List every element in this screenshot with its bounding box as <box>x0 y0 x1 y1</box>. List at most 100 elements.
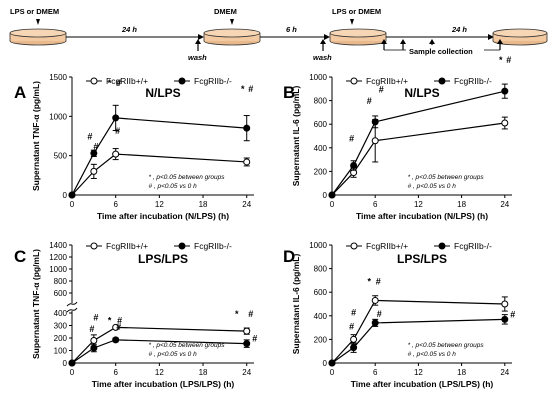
data-point <box>90 149 98 157</box>
legend-marker <box>178 242 186 250</box>
series-line <box>71 153 247 196</box>
series-line <box>331 90 505 196</box>
legend-marker <box>90 77 98 85</box>
significance-mark: # <box>252 334 257 344</box>
wash2-label: wash <box>313 53 332 62</box>
y-tick-label: 1000 <box>49 112 67 121</box>
chart-title: LPS/LPS <box>138 252 188 266</box>
footnote: * , p<0.05 between groups <box>408 342 485 349</box>
y-tick-label: 0 <box>323 359 328 368</box>
x-axis-label: Time after incubation (N/LPS) (h) <box>97 211 229 221</box>
y-tick-label: 800 <box>54 277 68 286</box>
arrow-head-icon <box>198 34 204 40</box>
chart-panel-C: C LPS/LPS 0 100 200 300 400 600 800 1000 1200 1400 0… <box>14 241 257 389</box>
data-point <box>112 114 120 122</box>
data-point <box>501 300 509 308</box>
data-point <box>68 359 76 367</box>
significance-mark: * <box>499 55 503 65</box>
y-tick-label: 0 <box>63 359 68 368</box>
step2-label: DMEM <box>214 7 237 16</box>
duration2-label: 6 h <box>286 25 297 34</box>
culture-dish-icon <box>492 28 548 46</box>
footnote: # , p<0.05 vs 0 h <box>408 183 457 190</box>
y-tick-label: 200 <box>314 335 328 344</box>
y-tick-label: 400 <box>314 144 328 153</box>
footnote: * , p<0.05 between groups <box>148 342 225 349</box>
y-tick-label: 1000 <box>309 241 327 250</box>
significance-mark: # <box>349 322 354 332</box>
series-line <box>331 318 505 364</box>
significance-mark: # <box>87 131 92 141</box>
culture-dish-icon <box>9 28 67 46</box>
legend-label: FcgRIIb-/- <box>194 241 232 251</box>
data-point <box>371 296 379 304</box>
y-axis-label: Supernatant TNF-α (pg/mL) <box>31 81 41 191</box>
significance-mark: * <box>367 276 371 286</box>
x-tick-label: 6 <box>373 200 378 209</box>
y-tick-label: 400 <box>54 309 68 318</box>
footnote: # , p<0.05 vs 0 h <box>148 183 197 190</box>
significance-mark: # <box>93 141 98 151</box>
x-tick-label: 18 <box>457 368 466 377</box>
y-tick-label: 500 <box>54 152 68 161</box>
step1-label: LPS or DMEM <box>10 7 59 16</box>
x-tick-label: 12 <box>155 368 164 377</box>
data-point <box>371 319 379 327</box>
significance-mark: # <box>349 134 354 144</box>
significance-mark: # <box>506 55 511 65</box>
y-tick-label: 200 <box>54 334 68 343</box>
significance-mark: # <box>93 313 98 323</box>
x-tick-label: 6 <box>373 368 378 377</box>
footnote: * , p<0.05 between groups <box>408 174 485 181</box>
legend-label: FcgRIIb+/+ <box>366 241 408 251</box>
significance-mark: # <box>367 96 372 106</box>
y-axis-label: Supernatant TNF-α (pg/mL) <box>31 249 41 359</box>
y-tick-label: 1500 <box>49 73 67 82</box>
significance-mark: # <box>510 309 515 319</box>
data-point <box>501 315 509 323</box>
y-tick-label: 300 <box>54 322 68 331</box>
triangle-down-icon <box>350 19 354 25</box>
significance-mark: # <box>115 126 120 136</box>
y-tick-label: 600 <box>314 120 328 129</box>
series-line <box>331 299 505 364</box>
significance-mark: # <box>248 309 253 319</box>
x-tick-label: 24 <box>242 200 251 209</box>
panel-letter: D <box>283 247 295 266</box>
legend-label: FcgRIIb-/- <box>454 76 492 86</box>
duration3-label: 24 h <box>451 25 467 34</box>
significance-mark: # <box>116 78 121 88</box>
data-point <box>371 137 379 145</box>
x-tick-label: 6 <box>113 200 118 209</box>
y-axis-label: Supernatant IL-6 (pg/mL) <box>291 86 301 187</box>
y-tick-label: 1000 <box>309 73 327 82</box>
arrow-up-icon <box>320 39 326 44</box>
data-point <box>328 191 336 199</box>
data-point <box>350 344 358 352</box>
data-point <box>90 344 98 352</box>
arrow-up-icon <box>195 39 201 44</box>
culture-dish-icon <box>203 28 261 46</box>
data-point <box>350 335 358 343</box>
x-tick-label: 24 <box>500 200 509 209</box>
x-tick-label: 18 <box>199 368 208 377</box>
y-tick-label: 600 <box>314 288 328 297</box>
experiment-timeline: LPS or DMEM 24 h DMEM wash 6 h LPS or DM… <box>9 7 548 62</box>
x-tick-label: 12 <box>155 200 164 209</box>
significance-mark: # <box>248 84 253 94</box>
chart-title: N/LPS <box>404 86 439 100</box>
x-tick-label: 18 <box>199 200 208 209</box>
significance-mark: * <box>241 84 245 94</box>
x-tick-label: 24 <box>242 368 251 377</box>
chart-title: LPS/LPS <box>397 252 447 266</box>
chart-panel-A: A N/LPS 0 500 1000 1500 0 6 12 18 24 Time after inc… <box>14 73 254 221</box>
y-tick-label: 400 <box>314 312 328 321</box>
x-tick-label: 12 <box>414 200 423 209</box>
x-tick-label: 6 <box>113 368 118 377</box>
legend-marker <box>90 242 98 250</box>
legend-marker <box>438 242 446 250</box>
footnote: # , p<0.05 vs 0 h <box>148 351 197 358</box>
panel-letter: B <box>283 83 295 102</box>
significance-mark: # <box>116 322 121 332</box>
legend-marker <box>178 77 186 85</box>
